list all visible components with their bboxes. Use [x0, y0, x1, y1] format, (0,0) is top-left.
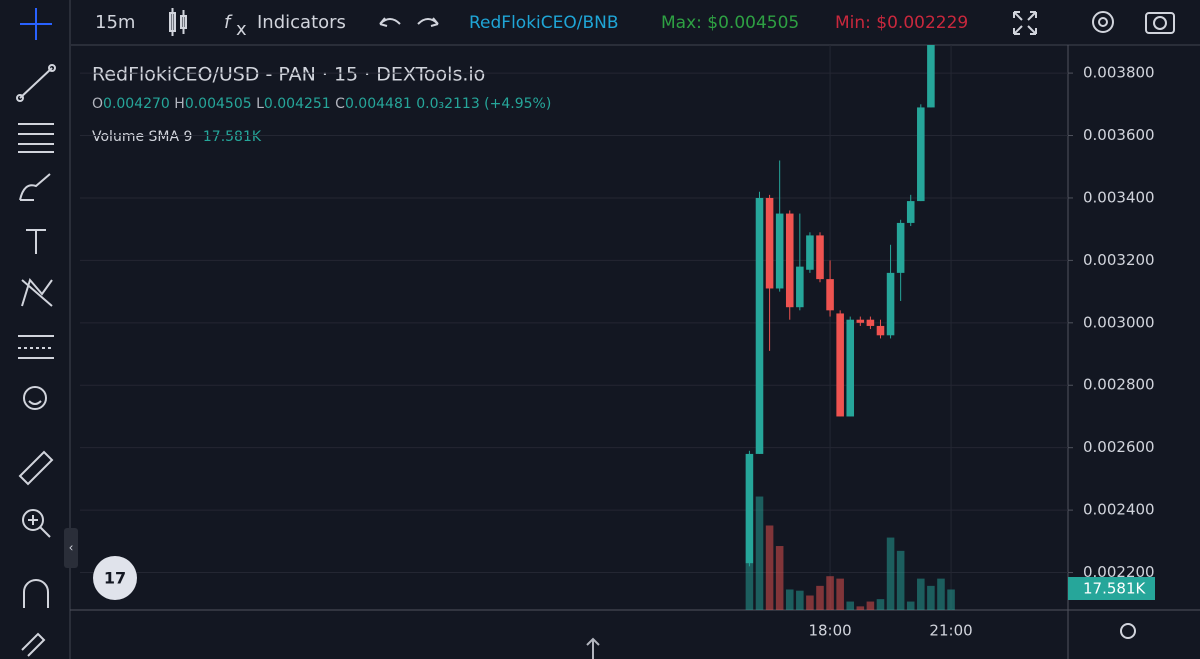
drawing-tools[interactable]	[16, 64, 56, 657]
ohlc-legend: O0.004270 H0.004505 L0.004251 C0.004481 …	[92, 96, 551, 112]
candle-body	[846, 319, 855, 417]
volume-bar	[927, 585, 935, 610]
pair[interactable]: RedFlokiCEO/BNB	[469, 13, 619, 33]
candle-body	[917, 107, 925, 202]
volume-bar	[745, 562, 754, 610]
settings-core	[1098, 17, 1108, 27]
interval[interactable]: 15m	[95, 12, 135, 33]
volume-bar	[806, 595, 814, 610]
volume-bar	[886, 537, 895, 610]
fullscreen[interactable]	[1013, 11, 1037, 35]
candle-body	[866, 319, 875, 326]
volume-bar	[876, 599, 885, 610]
y-tick-label: 0.003600	[1083, 126, 1155, 144]
ohlc-key: L	[256, 96, 264, 112]
volume-bar	[765, 525, 774, 610]
x-tick-label: 21:00	[929, 622, 972, 640]
y-tick-label: 0.002800	[1083, 376, 1155, 394]
candle-body	[856, 319, 865, 323]
crosshair-icon[interactable]	[20, 8, 52, 40]
change: 0.0₃2113 (+4.95%)	[416, 96, 551, 112]
candle-body	[927, 45, 935, 108]
max-price: Max: $0.004505	[661, 13, 799, 33]
volume-bar	[816, 585, 824, 610]
candle-body	[796, 266, 804, 308]
volume-bar	[826, 576, 834, 610]
volume-value: 17.581K	[203, 129, 262, 145]
volume-bar	[917, 578, 925, 610]
scroll-arrow[interactable]	[586, 637, 600, 659]
chart-title: RedFlokiCEO/USD - PAN · 15 · DEXTools.io	[92, 64, 485, 86]
undo[interactable]	[379, 17, 401, 27]
volume-bar	[866, 601, 875, 610]
candle-body	[765, 197, 774, 289]
collapse-button[interactable]	[64, 528, 78, 568]
candle-body	[886, 272, 895, 336]
ohlc-key: O	[92, 96, 103, 112]
y-tick-label: 0.003200	[1083, 251, 1155, 269]
redo[interactable]	[417, 17, 439, 27]
time-settings[interactable]	[1120, 623, 1136, 639]
candle-body	[745, 453, 754, 564]
settings[interactable]	[1092, 11, 1114, 33]
plot	[80, 45, 1068, 610]
candle-type-icon[interactable]	[169, 8, 187, 36]
volume-legend: Volume SMA 9 17.581K	[92, 129, 262, 145]
volume-bar	[937, 578, 945, 610]
volume-bar	[775, 546, 784, 610]
tv-logo-text: 17	[104, 569, 126, 588]
candle-body	[775, 213, 784, 289]
ohlc-value: 0.004270	[103, 96, 170, 112]
candle-body	[906, 201, 915, 223]
y-tick-label: 0.002200	[1083, 563, 1155, 581]
x-tick-label: 18:00	[808, 622, 851, 640]
volume-bar	[836, 578, 844, 610]
ohlc-value: 0.004251	[264, 96, 331, 112]
volume-bar	[906, 601, 915, 610]
axes: 0.002200 0.002400 0.002600 0.002800 0.003000…	[808, 64, 1155, 640]
candle-body	[896, 222, 905, 273]
volume-bar	[785, 589, 794, 610]
y-tick-label: 0.003400	[1083, 188, 1155, 206]
candle-body	[816, 235, 824, 280]
min-price: Min: $0.002229	[835, 13, 968, 33]
volume-bar	[947, 589, 955, 610]
volume-bar	[896, 550, 905, 610]
candle-body	[806, 235, 814, 270]
collapse-arrow: ‹	[69, 541, 74, 555]
volume-bar	[846, 601, 855, 610]
candle-body	[755, 197, 764, 454]
snapshot[interactable]	[1145, 12, 1175, 34]
tv-logo	[93, 556, 137, 600]
fx-icon[interactable]: f	[224, 12, 233, 33]
candle-body	[826, 279, 834, 311]
y-tick-label: 0.003800	[1083, 64, 1155, 82]
y-tick-label: 0.002600	[1083, 438, 1155, 456]
candle-body	[836, 313, 844, 417]
indicators-button[interactable]: Indicators	[257, 12, 346, 33]
volume-bar	[856, 606, 865, 610]
fx-icon-sub: x	[236, 19, 247, 40]
volume-name: Volume SMA 9	[92, 129, 192, 145]
candle-body	[876, 325, 885, 336]
ohlc-value: 0.004505	[185, 96, 252, 112]
ohlc-key: H	[174, 96, 185, 112]
volume-price-tag	[1068, 577, 1155, 600]
volume-bar	[755, 496, 764, 610]
candle-body	[785, 213, 794, 308]
y-tick-label: 0.003000	[1083, 313, 1155, 331]
ohlc-key: C	[335, 96, 345, 112]
volume-price-tag-label: 17.581K	[1083, 580, 1146, 598]
y-tick-label: 0.002400	[1083, 501, 1155, 519]
volume-bar	[796, 590, 804, 610]
ohlc-value: 0.004481	[345, 96, 412, 112]
